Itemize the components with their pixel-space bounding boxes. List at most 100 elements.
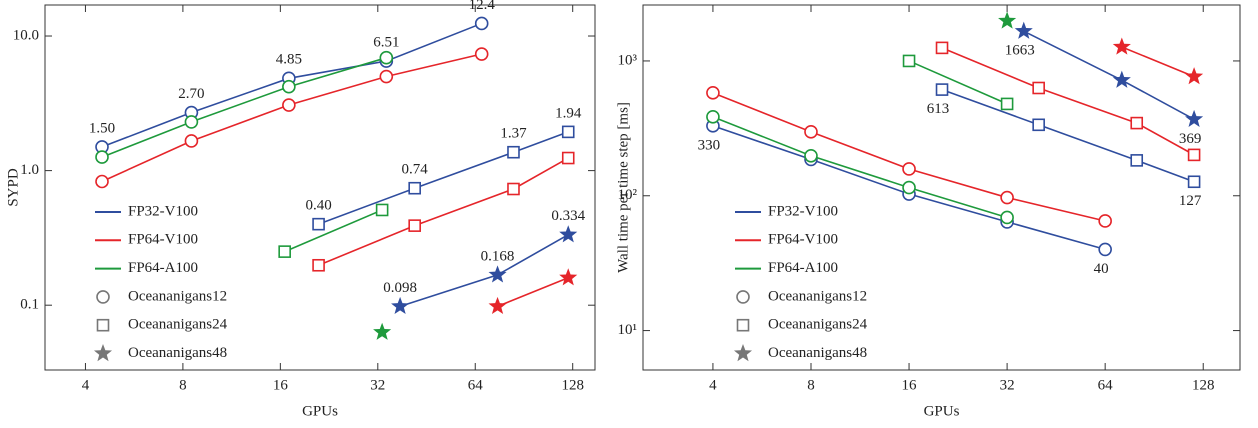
data-point [561, 151, 575, 165]
x-tick-label: 16 [902, 377, 918, 393]
data-label: 127 [1179, 193, 1202, 209]
legend-label: Oceananigans12 [768, 288, 867, 304]
x-tick-label: 8 [179, 377, 187, 393]
data-point [1098, 214, 1112, 228]
x-tick-label: 8 [807, 377, 815, 393]
x-axis-label: GPUs [302, 403, 338, 419]
plot-frame [44, 4, 596, 371]
data-label: 0.168 [481, 248, 515, 264]
data-point [1000, 97, 1014, 111]
data-point [1032, 118, 1045, 132]
data-point [902, 54, 916, 68]
data-label: 0.40 [305, 198, 331, 214]
legend-label: FP64-A100 [768, 260, 838, 276]
data-point [474, 16, 489, 31]
legend-marker [736, 290, 750, 304]
data-point [1185, 67, 1204, 85]
data-point [507, 145, 520, 159]
data-point [1187, 148, 1201, 162]
series-line [1121, 46, 1195, 78]
data-point [488, 296, 507, 315]
x-tick-label: 64 [468, 377, 484, 393]
data-point [804, 148, 818, 163]
data-label: 1.94 [555, 105, 582, 121]
y-tick-label: 1.0 [20, 162, 39, 178]
data-point [559, 225, 578, 243]
legend-label: FP32-V100 [128, 203, 198, 219]
data-label: 1.50 [89, 120, 115, 136]
x-tick-label: 4 [709, 377, 717, 393]
legend-label: FP32-V100 [768, 203, 838, 219]
data-point [1112, 70, 1131, 88]
data-point [998, 11, 1017, 29]
x-axis-label: GPUs [924, 403, 960, 419]
series-line [941, 47, 1195, 156]
data-point [902, 162, 916, 176]
data-label: 330 [698, 137, 721, 153]
legend-marker [733, 344, 753, 362]
y-axis-label: SYPD [5, 168, 21, 207]
data-point [1187, 175, 1201, 189]
data-point [184, 134, 199, 148]
y-axis-label: Wall time per time step [ms] [615, 102, 631, 273]
data-point [95, 174, 109, 189]
data-point [1000, 190, 1014, 205]
data-point [1000, 210, 1014, 225]
data-point [935, 83, 949, 96]
data-label: 2.70 [178, 86, 204, 102]
series-line [712, 116, 1008, 219]
series-line [284, 209, 383, 253]
data-point [278, 245, 291, 258]
data-point [1098, 242, 1112, 257]
data-point [1130, 154, 1144, 167]
series-line [399, 234, 569, 308]
series-line [941, 88, 1195, 183]
x-tick-label: 32 [1000, 377, 1015, 393]
data-label: 6.51 [373, 35, 399, 51]
data-point [935, 41, 949, 55]
data-label: 613 [927, 101, 950, 117]
plot-frame [642, 4, 1241, 371]
legend-label: Oceananigans12 [128, 288, 227, 304]
legend-label: FP64-V100 [768, 232, 838, 248]
legend-marker [93, 344, 113, 362]
data-point [375, 203, 389, 217]
legend-label: FP64-A100 [128, 260, 198, 276]
legend-marker [96, 318, 110, 332]
legend-label: Oceananigans48 [768, 345, 867, 361]
legend-marker [736, 318, 750, 332]
data-point [95, 150, 109, 164]
data-point [391, 296, 410, 315]
y-tick-label: 10² [618, 187, 638, 203]
x-tick-label: 4 [82, 377, 90, 393]
data-label: 0.098 [383, 280, 417, 296]
series-line [712, 92, 1106, 222]
series-line [908, 60, 1008, 105]
data-point [408, 219, 421, 232]
data-point [1032, 81, 1045, 95]
data-label: 4.85 [276, 52, 302, 68]
data-point [282, 79, 296, 94]
data-point [312, 258, 325, 272]
data-label: 1663 [1005, 43, 1035, 59]
legend-label: Oceananigans24 [128, 317, 228, 333]
data-point [559, 268, 578, 286]
data-label: 1.37 [500, 126, 527, 142]
data-point [1130, 116, 1144, 130]
x-tick-label: 64 [1098, 377, 1114, 393]
y-tick-label: 10³ [618, 52, 638, 68]
x-tick-label: 128 [561, 377, 584, 393]
series-line [497, 276, 569, 308]
data-point [706, 86, 720, 100]
legend-marker [96, 290, 110, 304]
data-point [373, 322, 392, 340]
legend-label: Oceananigans24 [768, 317, 868, 333]
data-point [379, 50, 394, 65]
data-point [706, 110, 720, 124]
data-point [507, 182, 520, 196]
data-point [488, 265, 507, 283]
data-label: 12.4 [469, 0, 496, 13]
data-label: 369 [1179, 131, 1202, 147]
data-point [1185, 109, 1204, 127]
